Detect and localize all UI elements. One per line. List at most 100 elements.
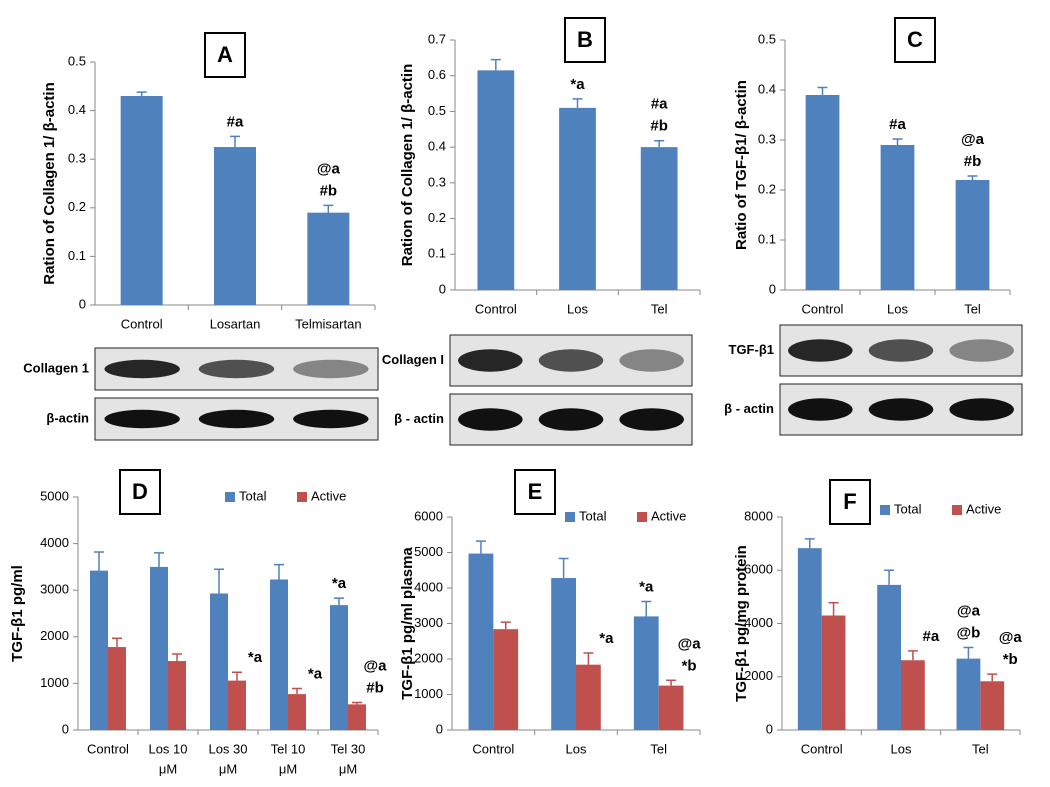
y-tick-label: 0.2	[68, 199, 86, 214]
y-tick-label: 0	[62, 721, 69, 736]
error-bar	[352, 701, 362, 705]
x-tick-label: Los 30	[208, 741, 247, 756]
bar	[805, 95, 840, 290]
annotation: #b	[366, 679, 384, 696]
error-bar	[892, 138, 903, 145]
y-tick-label: 1000	[40, 675, 69, 690]
panel-label-box	[564, 17, 606, 63]
blot-band	[949, 398, 1014, 421]
y-tick-label: 0.1	[68, 248, 86, 263]
annotation: @a	[999, 629, 1023, 646]
y-tick-label: 4000	[744, 615, 773, 630]
blot-band	[458, 349, 523, 372]
error-bar	[230, 135, 240, 148]
legend-label: Active	[311, 488, 346, 503]
y-tick-label: 0	[436, 721, 443, 736]
x-tick-label: μM	[159, 761, 177, 776]
legend-label: Total	[579, 508, 607, 523]
bar	[330, 605, 348, 730]
annotation: #b	[650, 118, 668, 135]
y-tick-label: 0.4	[68, 102, 86, 117]
x-tick-label: Control	[802, 301, 844, 316]
error-bar	[334, 597, 344, 606]
error-bar	[292, 687, 302, 695]
legend-label: Active	[651, 508, 686, 523]
legend-swatch	[637, 512, 647, 522]
bar	[168, 661, 186, 730]
error-bar	[500, 621, 511, 630]
y-tick-label: 0	[79, 296, 86, 311]
bar	[477, 70, 515, 290]
y-tick-label: 6000	[414, 508, 443, 523]
blot-band	[198, 409, 275, 429]
legend-swatch	[880, 505, 890, 515]
bar	[640, 147, 678, 290]
x-tick-label: Tel	[964, 301, 981, 316]
x-tick-label: Los	[891, 741, 912, 756]
annotation: *b	[1003, 651, 1018, 668]
annotation: @a	[961, 131, 985, 148]
blot-band	[198, 359, 275, 379]
x-tick-label: μM	[219, 761, 237, 776]
error-bar	[154, 552, 164, 567]
blot-band	[868, 339, 934, 362]
x-tick-label: Losartan	[210, 316, 261, 331]
error-bar	[884, 569, 895, 585]
error-bar	[274, 563, 284, 580]
y-tick-label: 0.5	[68, 53, 86, 68]
panel-label: A	[217, 42, 233, 67]
bar	[551, 578, 576, 730]
y-tick-label: 0	[769, 281, 776, 296]
x-tick-label: Tel 30	[331, 741, 366, 756]
blot-band	[458, 408, 523, 431]
error-bar	[475, 540, 486, 554]
blot-band	[619, 349, 684, 372]
error-bar	[583, 652, 594, 665]
y-tick-label: 0.4	[758, 81, 776, 96]
y-axis-label: Ratio of TGF-β1/ β-actin	[733, 80, 750, 250]
x-tick-label: Tel	[972, 741, 989, 756]
panel-label: B	[577, 27, 593, 52]
blot-label: β - actin	[724, 401, 774, 416]
bar	[210, 593, 228, 730]
y-tick-label: 0.7	[428, 31, 446, 46]
y-tick-label: 0	[766, 721, 773, 736]
annotation: @a	[317, 160, 341, 177]
bar	[214, 147, 256, 305]
y-tick-label: 5000	[414, 544, 443, 559]
panel-label: C	[907, 27, 923, 52]
annotation: *a	[639, 578, 654, 595]
x-tick-label: Control	[801, 741, 843, 756]
panel-label-box	[894, 17, 936, 63]
x-tick-label: Control	[472, 741, 514, 756]
error-bar	[907, 650, 918, 661]
y-axis-label: TGF-β1 pg/mg protein	[733, 545, 750, 702]
bar	[90, 570, 108, 730]
bar	[468, 553, 494, 730]
y-tick-label: 3000	[414, 615, 443, 630]
annotation: *a	[570, 76, 585, 93]
blot-band	[538, 408, 604, 431]
blot-band	[788, 339, 853, 362]
annotation: #a	[651, 96, 668, 113]
error-bar	[323, 204, 334, 213]
blot-label: β-actin	[46, 410, 89, 425]
bar	[288, 694, 306, 730]
x-tick-label: Tel	[650, 741, 667, 756]
annotation: #a	[889, 116, 906, 133]
bar	[955, 180, 990, 290]
annotation: #b	[320, 182, 338, 199]
y-tick-label: 2000	[744, 668, 773, 683]
error-bar	[817, 86, 828, 95]
y-tick-label: 0.3	[68, 151, 86, 166]
x-tick-label: Control	[121, 316, 163, 331]
y-tick-label: 0.1	[428, 246, 446, 261]
error-bar	[136, 91, 147, 97]
y-tick-label: 0.6	[428, 67, 446, 82]
x-tick-label: Control	[475, 301, 517, 316]
bar	[108, 647, 126, 730]
blot-band	[293, 409, 369, 429]
annotation: @a	[957, 602, 981, 619]
bar	[797, 548, 822, 730]
